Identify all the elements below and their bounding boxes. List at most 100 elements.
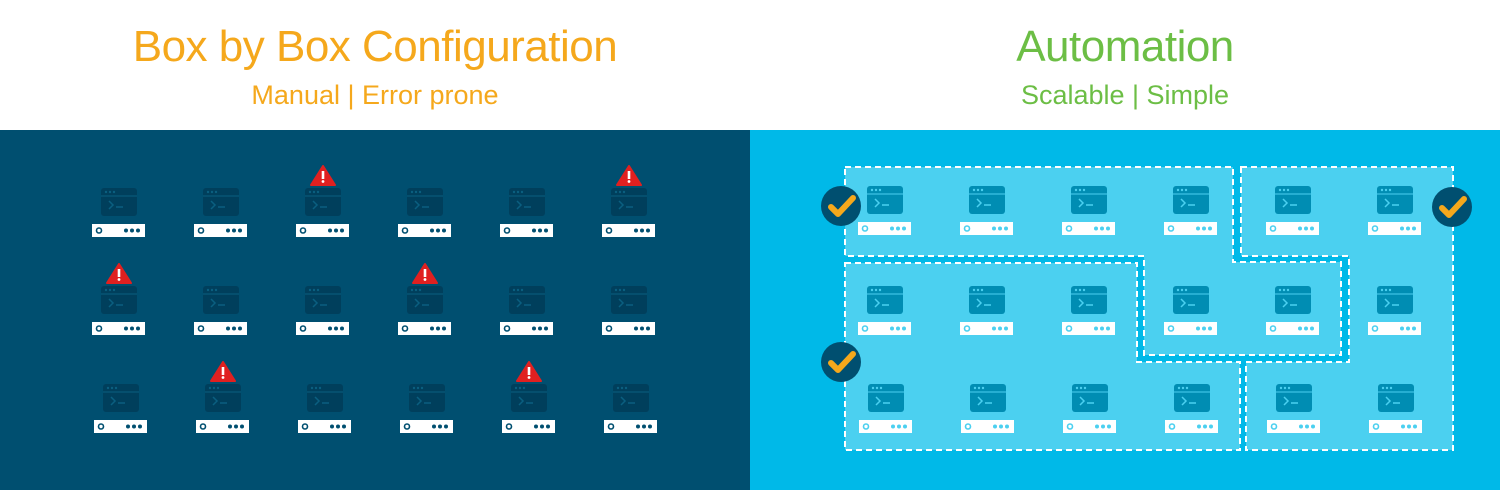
automated-server (960, 186, 1013, 235)
manual-server (400, 384, 453, 433)
automation-group-3 (844, 262, 1241, 451)
left-title: Box by Box Configuration (132, 22, 618, 71)
prompt-icon (518, 396, 525, 406)
automated-server (858, 186, 911, 235)
server-rack-icon (1164, 322, 1217, 335)
prompt-icon (618, 298, 625, 308)
prompt-icon (314, 396, 321, 406)
manual-server (94, 384, 147, 433)
prompt-icon (1384, 198, 1391, 208)
server-rack-icon (1062, 222, 1115, 235)
prompt-icon (212, 396, 219, 406)
server-rack-icon (602, 322, 655, 335)
server-rack-icon (1165, 420, 1218, 433)
prompt-icon (1180, 198, 1187, 208)
server-rack-icon (500, 322, 553, 335)
prompt-icon (312, 200, 319, 210)
server-rack-icon (196, 420, 249, 433)
automated-server (1368, 186, 1421, 235)
server-rack-icon (1164, 222, 1217, 235)
manual-server (196, 384, 249, 433)
prompt-icon (1384, 298, 1391, 308)
prompt-icon (976, 298, 983, 308)
automated-server (1369, 384, 1422, 433)
automated-server (1165, 384, 1218, 433)
server-rack-icon (296, 224, 349, 237)
server-rack-icon (859, 420, 912, 433)
prompt-icon (414, 298, 421, 308)
warning-triangle-icon (516, 361, 542, 382)
manual-server (194, 286, 247, 335)
automated-server (1266, 186, 1319, 235)
prompt-icon (1181, 396, 1188, 406)
server-rack-icon (398, 322, 451, 335)
automated-server (858, 286, 911, 335)
server-rack-icon (1368, 322, 1421, 335)
automated-server (960, 286, 1013, 335)
prompt-icon (210, 298, 217, 308)
prompt-icon (210, 200, 217, 210)
server-rack-icon (1267, 420, 1320, 433)
warning-triangle-icon (412, 263, 438, 284)
server-rack-icon (1266, 322, 1319, 335)
prompt-icon (312, 298, 319, 308)
prompt-icon (1283, 396, 1290, 406)
automated-server (859, 384, 912, 433)
manual-server (500, 188, 553, 237)
automated-server (1062, 286, 1115, 335)
server-rack-icon (1062, 322, 1115, 335)
server-rack-icon (92, 224, 145, 237)
prompt-icon (1078, 198, 1085, 208)
warning-triangle-icon (106, 263, 132, 284)
warning-triangle-icon (310, 165, 336, 186)
manual-server (602, 188, 655, 237)
automation-group-2 (1240, 166, 1454, 451)
prompt-icon (1282, 298, 1289, 308)
prompt-icon (977, 396, 984, 406)
prompt-icon (1180, 298, 1187, 308)
automated-server (1063, 384, 1116, 433)
server-rack-icon (1369, 420, 1422, 433)
server-rack-icon (960, 322, 1013, 335)
server-rack-icon (194, 322, 247, 335)
checkmark-circle-icon (821, 342, 861, 382)
manual-server (502, 384, 555, 433)
automated-server (1266, 286, 1319, 335)
manual-server (604, 384, 657, 433)
server-rack-icon (298, 420, 351, 433)
server-rack-icon (502, 420, 555, 433)
manual-server (500, 286, 553, 335)
prompt-icon (874, 298, 881, 308)
server-rack-icon (194, 224, 247, 237)
prompt-icon (618, 200, 625, 210)
manual-server (398, 286, 451, 335)
server-rack-icon (604, 420, 657, 433)
left-subtitle: Manual | Error prone (251, 80, 499, 110)
prompt-icon (414, 200, 421, 210)
server-rack-icon (94, 420, 147, 433)
prompt-icon (516, 298, 523, 308)
automated-server (1164, 286, 1217, 335)
prompt-icon (416, 396, 423, 406)
warning-triangle-icon (210, 361, 236, 382)
right-title: Automation (1016, 22, 1234, 71)
checkmark-circle-icon (821, 186, 861, 226)
server-rack-icon (1266, 222, 1319, 235)
server-rack-icon (398, 224, 451, 237)
prompt-icon (874, 198, 881, 208)
server-rack-icon (960, 222, 1013, 235)
prompt-icon (1079, 396, 1086, 406)
prompt-icon (1385, 396, 1392, 406)
automated-server (1164, 186, 1217, 235)
manual-server (194, 188, 247, 237)
manual-server (602, 286, 655, 335)
right-subtitle: Scalable | Simple (1020, 80, 1230, 110)
checkmark-circle-icon (1432, 187, 1472, 227)
prompt-icon (108, 298, 115, 308)
manual-server (298, 384, 351, 433)
manual-server (296, 188, 349, 237)
automated-server (1267, 384, 1320, 433)
automated-server (961, 384, 1014, 433)
automated-server (1062, 186, 1115, 235)
